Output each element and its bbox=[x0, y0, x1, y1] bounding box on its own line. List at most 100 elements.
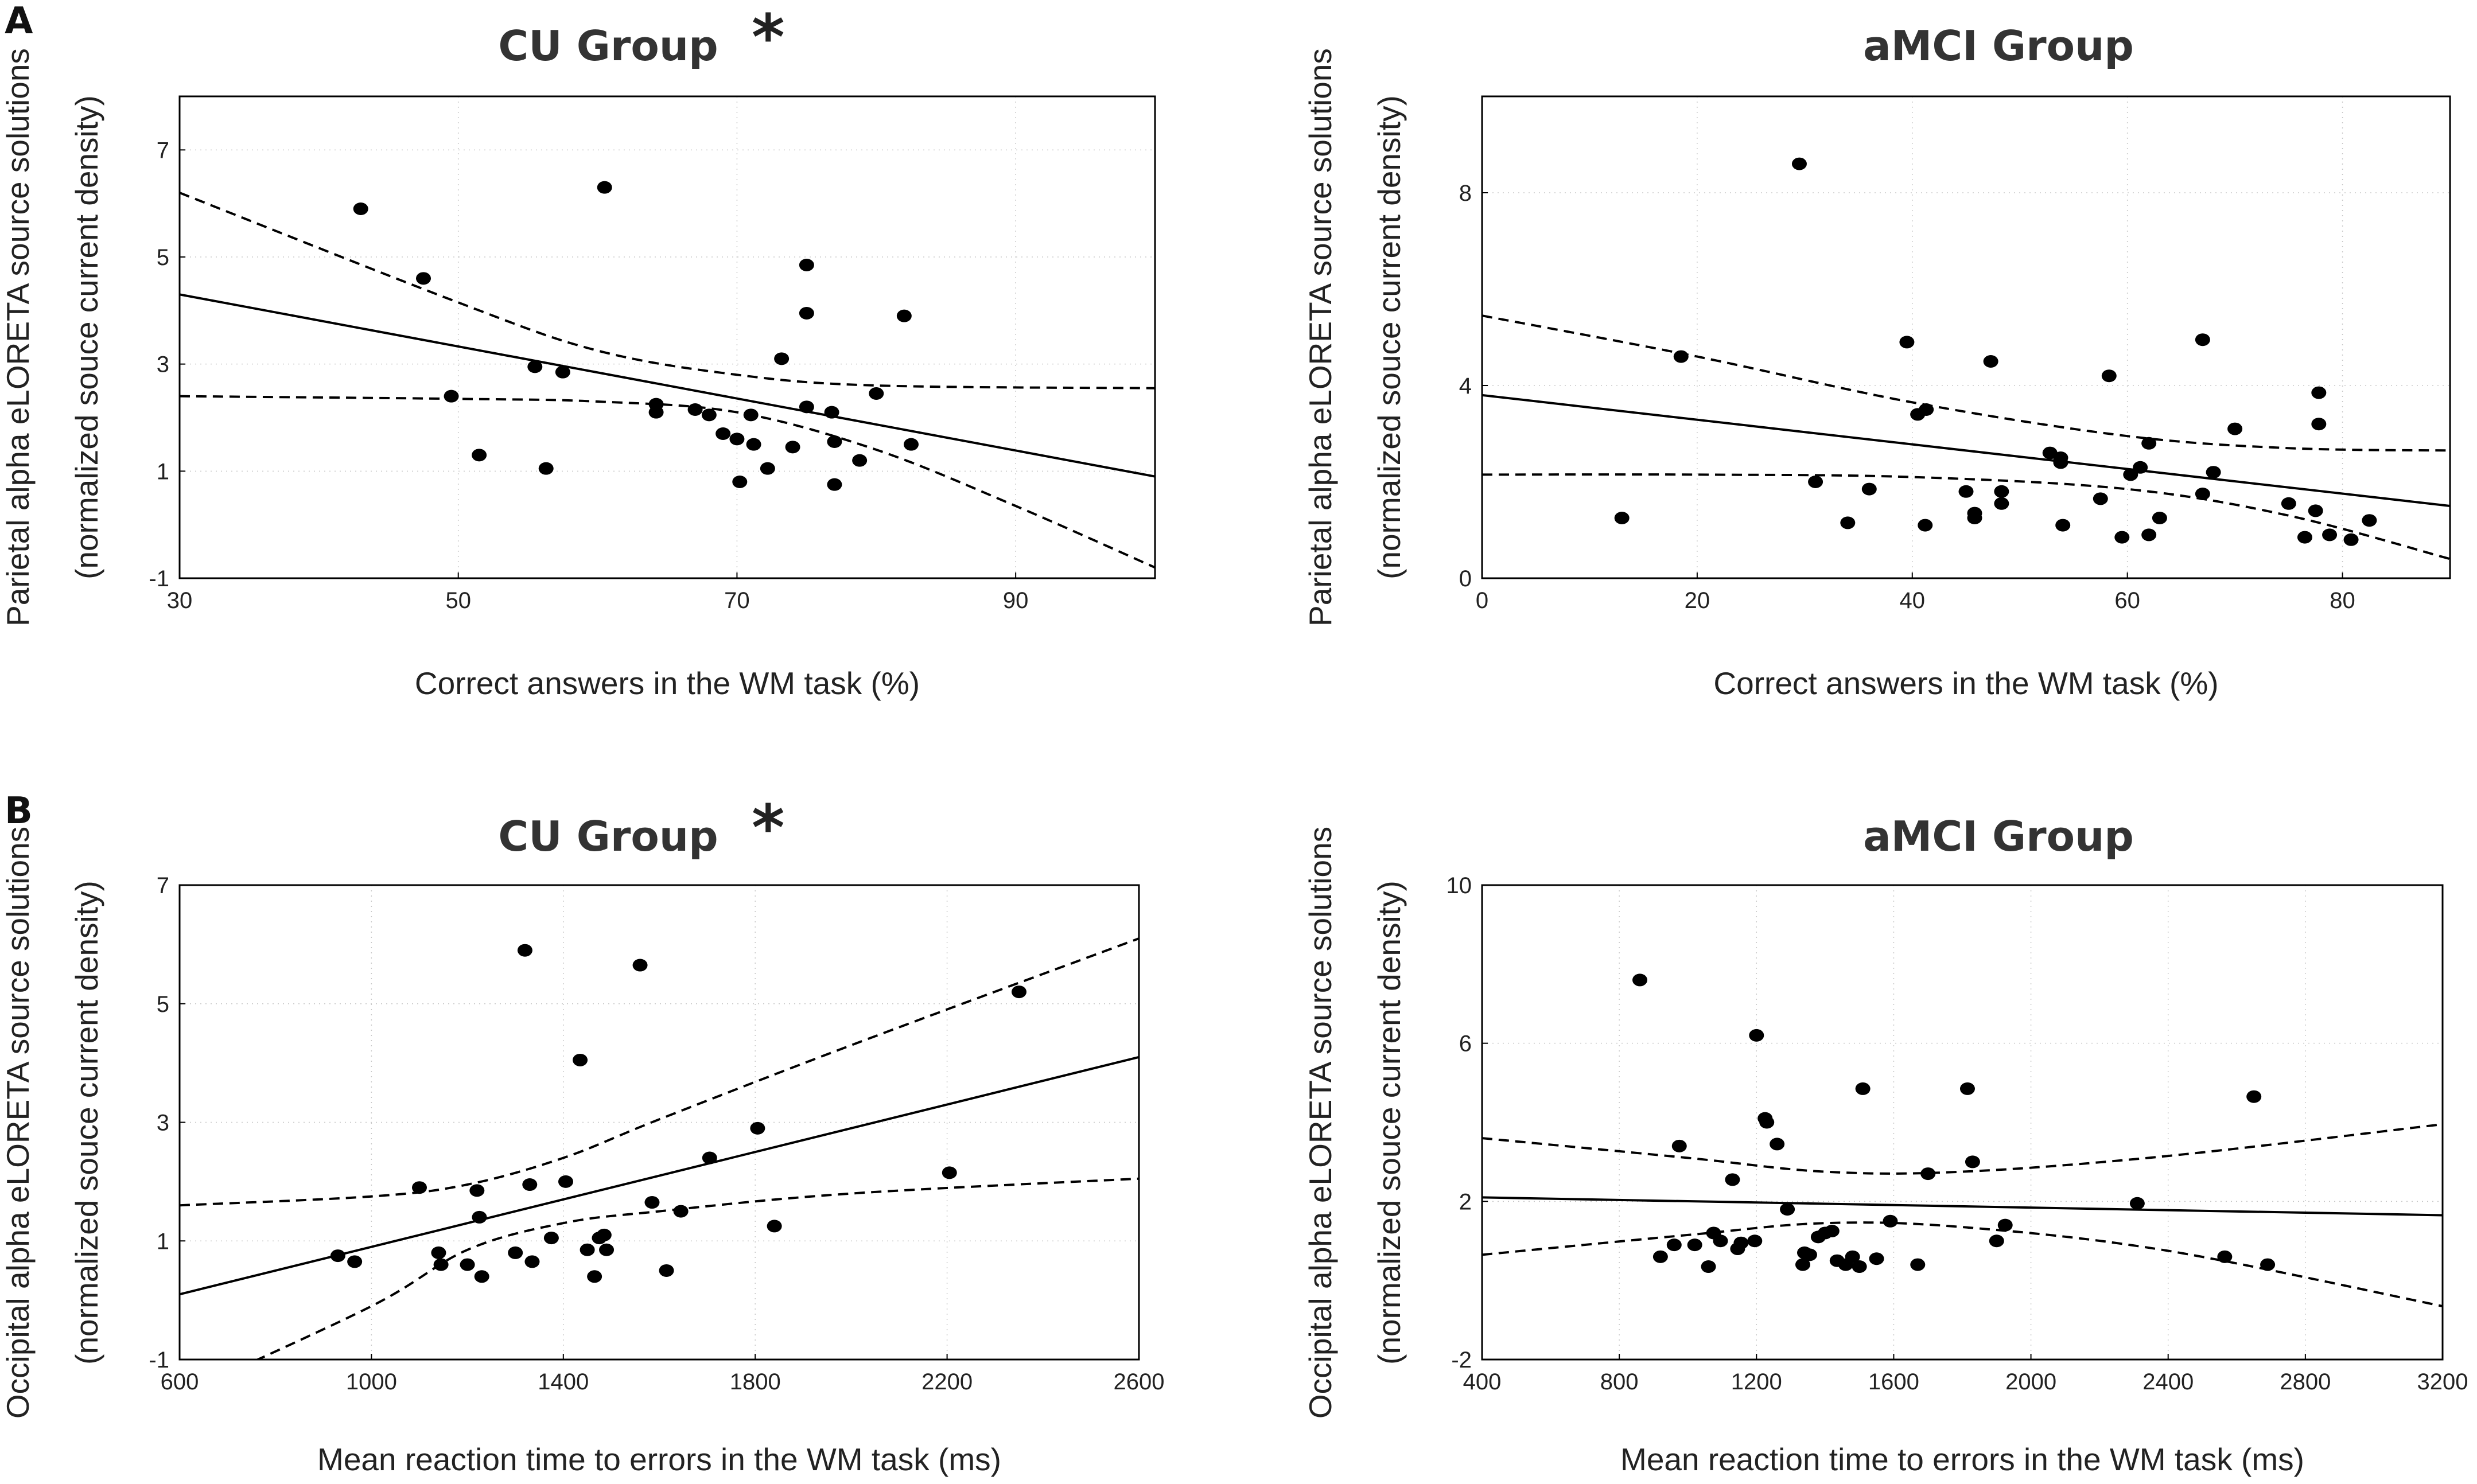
data-point bbox=[599, 1243, 615, 1256]
significance-star: * bbox=[752, 791, 785, 864]
data-point bbox=[1759, 1116, 1775, 1129]
plot-frame bbox=[178, 95, 1156, 579]
data-point bbox=[1918, 519, 1933, 532]
chart-title: CU Group bbox=[498, 812, 718, 860]
ci-lower-line bbox=[1482, 473, 2450, 560]
data-point bbox=[1733, 1236, 1749, 1249]
x-tick-label: 60 bbox=[2114, 588, 2140, 613]
x-tick-label: 400 bbox=[1463, 1369, 1502, 1395]
data-point bbox=[2281, 497, 2296, 510]
data-point bbox=[2093, 492, 2108, 505]
data-point bbox=[1652, 1250, 1668, 1263]
data-point bbox=[1671, 1139, 1687, 1152]
data-point bbox=[472, 1210, 487, 1224]
data-point bbox=[2195, 333, 2210, 346]
chart-a-amci-group: 0 20 40 60 80 0 4 8 aMCI Group Correct answers in… bbox=[1302, 22, 2451, 701]
data-point bbox=[2133, 461, 2148, 474]
data-point bbox=[1983, 355, 1998, 368]
data-point bbox=[1989, 1234, 2004, 1248]
data-point bbox=[517, 944, 532, 957]
data-point bbox=[347, 1255, 363, 1268]
regression-line bbox=[180, 1055, 1139, 1296]
data-point bbox=[353, 202, 368, 215]
data-point bbox=[2311, 418, 2327, 431]
data-point bbox=[632, 959, 648, 972]
chart-title: aMCI Group bbox=[1863, 812, 2134, 860]
x-tick-label: 2200 bbox=[921, 1369, 973, 1395]
data-point bbox=[869, 387, 884, 400]
data-point bbox=[750, 1121, 765, 1135]
data-point bbox=[716, 427, 731, 440]
data-point bbox=[2141, 437, 2157, 450]
data-point bbox=[942, 1166, 957, 1179]
data-point bbox=[527, 360, 543, 373]
data-point bbox=[1780, 1203, 1795, 1216]
chart-a-cu-group: 30 50 70 90 -1 1 3 5 7 CU Group * Correct answers i… bbox=[0, 1, 1156, 701]
x-tick-label: 80 bbox=[2330, 588, 2355, 613]
significance-star: * bbox=[752, 1, 785, 74]
x-tick-label: 50 bbox=[445, 588, 471, 613]
data-point bbox=[1861, 482, 1877, 496]
data-point bbox=[444, 389, 459, 403]
data-point bbox=[1899, 336, 1915, 349]
x-tick-label: 40 bbox=[1900, 588, 1926, 613]
ci-lower-line bbox=[1482, 1221, 2443, 1307]
y-tick-label: 3 bbox=[157, 352, 169, 377]
data-point bbox=[2227, 422, 2243, 435]
x-tick-label: 1000 bbox=[346, 1369, 397, 1395]
data-point bbox=[1802, 1248, 1817, 1261]
data-point bbox=[799, 400, 814, 414]
y-axis-label: (normalized souce current density) bbox=[1371, 881, 1407, 1365]
data-point bbox=[2217, 1250, 2233, 1263]
regression-line bbox=[180, 293, 1155, 478]
data-point bbox=[673, 1205, 689, 1218]
data-point bbox=[1687, 1238, 1702, 1252]
x-tick-label: 1400 bbox=[538, 1369, 589, 1395]
y-axis-label: (normalized souce current density) bbox=[69, 95, 104, 579]
data-point bbox=[799, 307, 814, 320]
data-point bbox=[1747, 1234, 1763, 1248]
data-point bbox=[1845, 1250, 1860, 1263]
data-point bbox=[729, 433, 745, 446]
data-point bbox=[2297, 531, 2312, 544]
data-point bbox=[555, 365, 570, 379]
data-point bbox=[1795, 1258, 1810, 1271]
x-axis-label: Mean reaction time to errors in the WM t… bbox=[317, 1442, 1001, 1477]
data-point bbox=[1824, 1225, 1840, 1238]
data-point bbox=[2311, 386, 2327, 399]
data-point bbox=[538, 462, 554, 475]
data-point bbox=[1701, 1260, 1716, 1273]
data-point bbox=[702, 1151, 717, 1164]
data-point bbox=[522, 1178, 538, 1191]
data-point bbox=[2152, 512, 2167, 524]
data-point bbox=[2260, 1258, 2276, 1271]
ci-lower-line bbox=[180, 395, 1155, 569]
data-point bbox=[827, 435, 842, 448]
y-tick-label: 7 bbox=[157, 138, 169, 163]
y-axis-label: Occipital alpha eLORETA source solutions bbox=[1302, 827, 1338, 1419]
y-tick-label: 10 bbox=[1446, 873, 1472, 898]
chart-b-amci-group: 400 800 1200 1600 2000 2400 2800 3200 -2 2 6 10 aMCI… bbox=[1302, 812, 2468, 1477]
plot-frame bbox=[1481, 884, 2444, 1361]
ci-upper-line bbox=[180, 192, 1155, 389]
y-tick-label: 5 bbox=[157, 992, 169, 1017]
data-point bbox=[416, 272, 431, 285]
data-point bbox=[472, 449, 487, 462]
data-point bbox=[827, 478, 842, 491]
y-tick-label: 4 bbox=[1459, 373, 1472, 399]
data-point bbox=[2308, 504, 2323, 517]
x-axis-label: Correct answers in the WM task (%) bbox=[415, 665, 920, 701]
x-tick-label: 0 bbox=[1476, 588, 1488, 613]
data-point bbox=[2206, 466, 2221, 479]
data-point bbox=[701, 408, 717, 422]
y-axis-label: Parietal alpha eLORETA source solutions bbox=[1302, 48, 1338, 626]
panel-label-b: B bbox=[5, 790, 33, 832]
data-point bbox=[573, 1053, 588, 1066]
data-point bbox=[2246, 1090, 2262, 1103]
data-point bbox=[543, 1232, 559, 1245]
regression-line bbox=[1482, 394, 2450, 507]
data-point bbox=[2123, 468, 2138, 481]
ci-lower-line bbox=[255, 1177, 1139, 1360]
data-point bbox=[460, 1258, 475, 1271]
